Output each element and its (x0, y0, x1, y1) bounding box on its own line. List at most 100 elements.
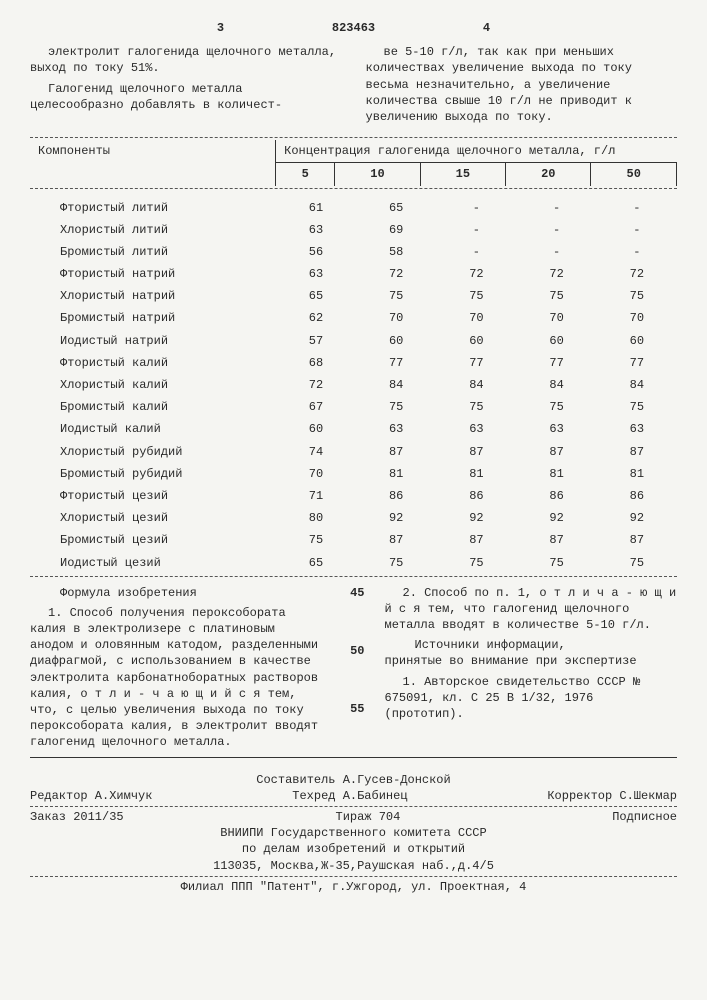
table-row: Бромистый калий6775757575 (30, 396, 677, 418)
table-rule-bottom (30, 576, 677, 577)
cell-value: 69 (356, 219, 436, 241)
tech: Техред А.Бабинец (292, 788, 407, 804)
intro-right-p1: ве 5-10 г/л, так как при меньших количес… (366, 44, 678, 125)
th-concentration: Концентрация галогенида щелочного металл… (276, 140, 677, 163)
cell-value: 86 (597, 485, 677, 507)
cell-value: 75 (517, 285, 597, 307)
table-row: Хлористый калий7284848484 (30, 374, 677, 396)
table-rule-head-bottom (30, 188, 677, 189)
mark-50: 50 (343, 643, 365, 659)
data-table-body: Фтористый литий6165---Хлористый литий636… (30, 197, 677, 574)
cell-value: - (436, 241, 516, 263)
cell-value: 86 (356, 485, 436, 507)
cell-value: 72 (597, 263, 677, 285)
cell-value: - (517, 241, 597, 263)
cell-value: 63 (276, 219, 356, 241)
cell-component: Хлористый рубидий (30, 441, 276, 463)
cell-value: 86 (517, 485, 597, 507)
cell-value: 75 (436, 396, 516, 418)
editor: Редактор А.Химчук (30, 788, 152, 804)
cell-value: 58 (356, 241, 436, 263)
claims-title: Формула изобретения (30, 585, 323, 601)
filial: Филиал ППП "Патент", г.Ужгород, ул. Прое… (30, 879, 677, 895)
table-row: Бромистый литий5658--- (30, 241, 677, 263)
org2: по делам изобретений и открытий (30, 841, 677, 857)
cell-value: 70 (276, 463, 356, 485)
cell-value: 81 (356, 463, 436, 485)
cell-value: 84 (436, 374, 516, 396)
cell-value: 72 (276, 374, 356, 396)
cell-value: - (597, 197, 677, 219)
cell-value: 81 (517, 463, 597, 485)
intro-left-p2: Галогенид щелочного металла целесообразн… (30, 81, 342, 113)
table-row: Хлористый рубидий7487878787 (30, 441, 677, 463)
page-right: 4 (443, 20, 677, 36)
cell-value: 63 (436, 418, 516, 440)
cell-value: - (517, 197, 597, 219)
credits-block: Составитель А.Гусев-Донской Редактор А.Х… (30, 772, 677, 895)
page-header: 3 823463 4 (30, 20, 677, 36)
cell-value: - (517, 219, 597, 241)
claims-block: Формула изобретения 1. Способ получения … (30, 585, 677, 755)
claims-right: 2. Способ по п. 1, о т л и ч а - ю щ и й… (385, 585, 678, 755)
cell-component: Иодистый цезий (30, 552, 276, 574)
table-row: Бромистый натрий6270707070 (30, 307, 677, 329)
cell-value: 74 (276, 441, 356, 463)
cell-value: 77 (356, 352, 436, 374)
mark-55: 55 (343, 701, 365, 717)
th-c50: 50 (591, 163, 677, 186)
cell-value: 92 (597, 507, 677, 529)
cell-value: 60 (436, 330, 516, 352)
cell-value: 62 (276, 307, 356, 329)
th-components: Компоненты (30, 140, 276, 185)
cell-value: 75 (597, 285, 677, 307)
table-row: Хлористый литий6369--- (30, 219, 677, 241)
cell-value: 71 (276, 485, 356, 507)
data-table-wrap: Компоненты Концентрация галогенида щелоч… (30, 137, 677, 577)
cell-value: 81 (597, 463, 677, 485)
cell-component: Иодистый калий (30, 418, 276, 440)
data-table: Компоненты Концентрация галогенида щелоч… (30, 140, 677, 185)
table-row: Фтористый калий6877777777 (30, 352, 677, 374)
cell-value: 75 (436, 285, 516, 307)
cell-component: Бромистый цезий (30, 529, 276, 551)
cell-value: 72 (356, 263, 436, 285)
cell-value: 80 (276, 507, 356, 529)
cell-value: 60 (517, 330, 597, 352)
line-markers: 45 50 55 (343, 585, 365, 755)
cell-value: 92 (356, 507, 436, 529)
cell-component: Хлористый цезий (30, 507, 276, 529)
table-row: Иодистый цезий6575757575 (30, 552, 677, 574)
cell-component: Фтористый калий (30, 352, 276, 374)
cell-value: 70 (436, 307, 516, 329)
intro-left-p1: электролит галогенида щелочного металла,… (30, 44, 342, 76)
cell-value: 75 (517, 552, 597, 574)
cell-component: Хлористый калий (30, 374, 276, 396)
cell-value: 72 (436, 263, 516, 285)
tirazh: Тираж 704 (336, 809, 401, 825)
table-row: Бромистый рубидий7081818181 (30, 463, 677, 485)
table-row: Фтористый литий6165--- (30, 197, 677, 219)
compiler: Составитель А.Гусев-Донской (30, 772, 677, 788)
cell-value: 63 (517, 418, 597, 440)
cell-value: 75 (356, 285, 436, 307)
cell-value: 57 (276, 330, 356, 352)
org1: ВНИИПИ Государственного комитета СССР (30, 825, 677, 841)
table-row: Фтористый цезий7186868686 (30, 485, 677, 507)
doc-number: 823463 (332, 20, 375, 36)
cell-value: 70 (356, 307, 436, 329)
page-left: 3 (30, 20, 264, 36)
cell-value: 63 (597, 418, 677, 440)
credits-rule-2 (30, 806, 677, 807)
cell-value: 87 (517, 529, 597, 551)
corrector: Корректор С.Шекмар (547, 788, 677, 804)
cell-value: 75 (597, 552, 677, 574)
cell-component: Хлористый натрий (30, 285, 276, 307)
cell-value: 75 (356, 396, 436, 418)
cell-value: 63 (276, 263, 356, 285)
th-c10: 10 (335, 163, 420, 186)
cell-component: Бромистый литий (30, 241, 276, 263)
cell-value: 87 (356, 529, 436, 551)
cell-value: 77 (436, 352, 516, 374)
cell-value: 87 (597, 441, 677, 463)
